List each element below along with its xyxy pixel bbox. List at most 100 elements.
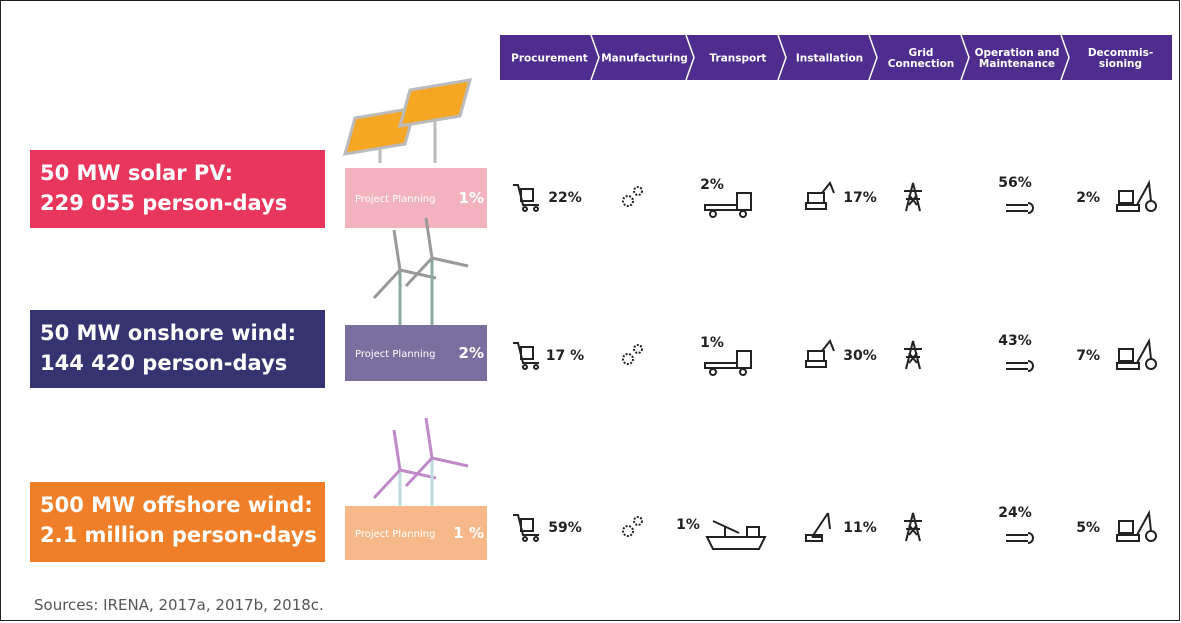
planning-label: Project Planning [355,194,435,205]
icon-ship [707,521,765,549]
icon-part [1146,531,1156,541]
icon-part [904,341,922,369]
icon-part [1119,191,1133,203]
planning-share: 1% [459,189,484,207]
stage-label: Procurement [511,53,588,65]
icon-part [747,527,759,537]
icon-part [1006,361,1033,371]
turbines [374,218,468,328]
icon-part [1146,201,1156,211]
icon-wrench [1006,533,1033,543]
row-label: 2.1 million person-days [40,523,317,547]
icon-part [707,537,765,549]
icon-part [737,351,751,368]
stage-share: 11% [843,520,877,536]
icon-part [623,354,633,364]
icon-gears [623,517,642,536]
icon-tower [904,513,922,541]
icon-truck [705,193,751,217]
icon-part [1119,521,1133,533]
icon-demolition [1117,513,1156,541]
icon-part [737,193,751,210]
stage-share: 1% [700,335,724,351]
icon-part [822,183,834,193]
icon-part [534,537,538,541]
icon-part [1006,533,1033,543]
icon-part [1146,359,1156,369]
stage-share: 43% [998,333,1032,349]
icon-part [1119,349,1133,361]
icon-part [523,207,527,211]
row-label: 50 MW solar PV: [40,161,233,185]
icon-demolition [1117,183,1156,211]
stage-share: 17 % [546,348,584,364]
icon-part [904,183,922,211]
stage-label: sioning [1099,58,1142,70]
stage-share: 17% [843,190,877,206]
stage-label: Transport [710,53,767,65]
stage-share: 1% [676,517,700,533]
stage-share: 56% [998,175,1032,191]
icon-part [705,363,737,368]
icon-part [523,537,527,541]
icon-part [534,365,538,369]
icon-wrench [1006,203,1033,213]
stage-share: 5% [1076,520,1100,536]
icon-part [1117,363,1139,369]
icon-cart [513,515,539,541]
icon-excavator [806,341,834,367]
icon-part [740,369,746,375]
icon-gears [623,187,642,206]
planning-share: 1 % [453,524,484,542]
stage-share: 2% [700,177,724,193]
stage-share: 30% [843,348,877,364]
stage-label: Installation [796,53,863,65]
icon-part [812,513,830,537]
planning-label: Project Planning [355,349,435,360]
icon-part [806,203,826,209]
source: Sources: IRENA, 2017a, 2017b, 2018c. [34,596,324,614]
icon-demolition [1117,341,1156,369]
icon-truck [705,351,751,375]
blades [406,418,468,486]
row-label: 144 420 person-days [40,351,287,375]
icon-tower [904,341,922,369]
icon-part [740,211,746,217]
icon-gears [623,345,642,364]
icon-part [623,196,633,206]
icon-cart [513,343,539,369]
row-label: 500 MW offshore wind: [40,493,313,517]
stage-share: 22% [548,190,582,206]
icon-part [1006,203,1033,213]
icon-part [521,347,533,359]
icon-part [806,361,826,367]
stage-label: Maintenance [979,58,1055,70]
icon-part [713,521,739,537]
icon-part [1117,535,1139,541]
icon-tower [904,183,922,211]
icon-part [710,211,716,217]
solar-panels [345,80,470,163]
icon-part [808,193,824,203]
icon-wrench [1006,361,1033,371]
icon-part [1117,205,1139,211]
icon-part [822,341,834,351]
blades [406,218,468,286]
icon-part [521,519,533,531]
icon-part [523,365,527,369]
icon-part [634,187,642,195]
icon-part [623,526,633,536]
infographic: Sources: IRENA, 2017a, 2017b, 2018c. Pro… [0,0,1181,623]
row-label: 229 055 person-days [40,191,287,215]
icon-excavator [806,183,834,209]
stage-share: 7% [1076,348,1100,364]
stage-label: Connection [888,58,955,70]
icon-part [710,369,716,375]
icon-crane [806,513,830,541]
icon-cart [513,185,539,211]
stage-share: 24% [998,505,1032,521]
stage-share: 2% [1076,190,1100,206]
icon-part [534,207,538,211]
stage-label: Manufacturing [601,53,688,65]
icon-part [634,345,642,353]
